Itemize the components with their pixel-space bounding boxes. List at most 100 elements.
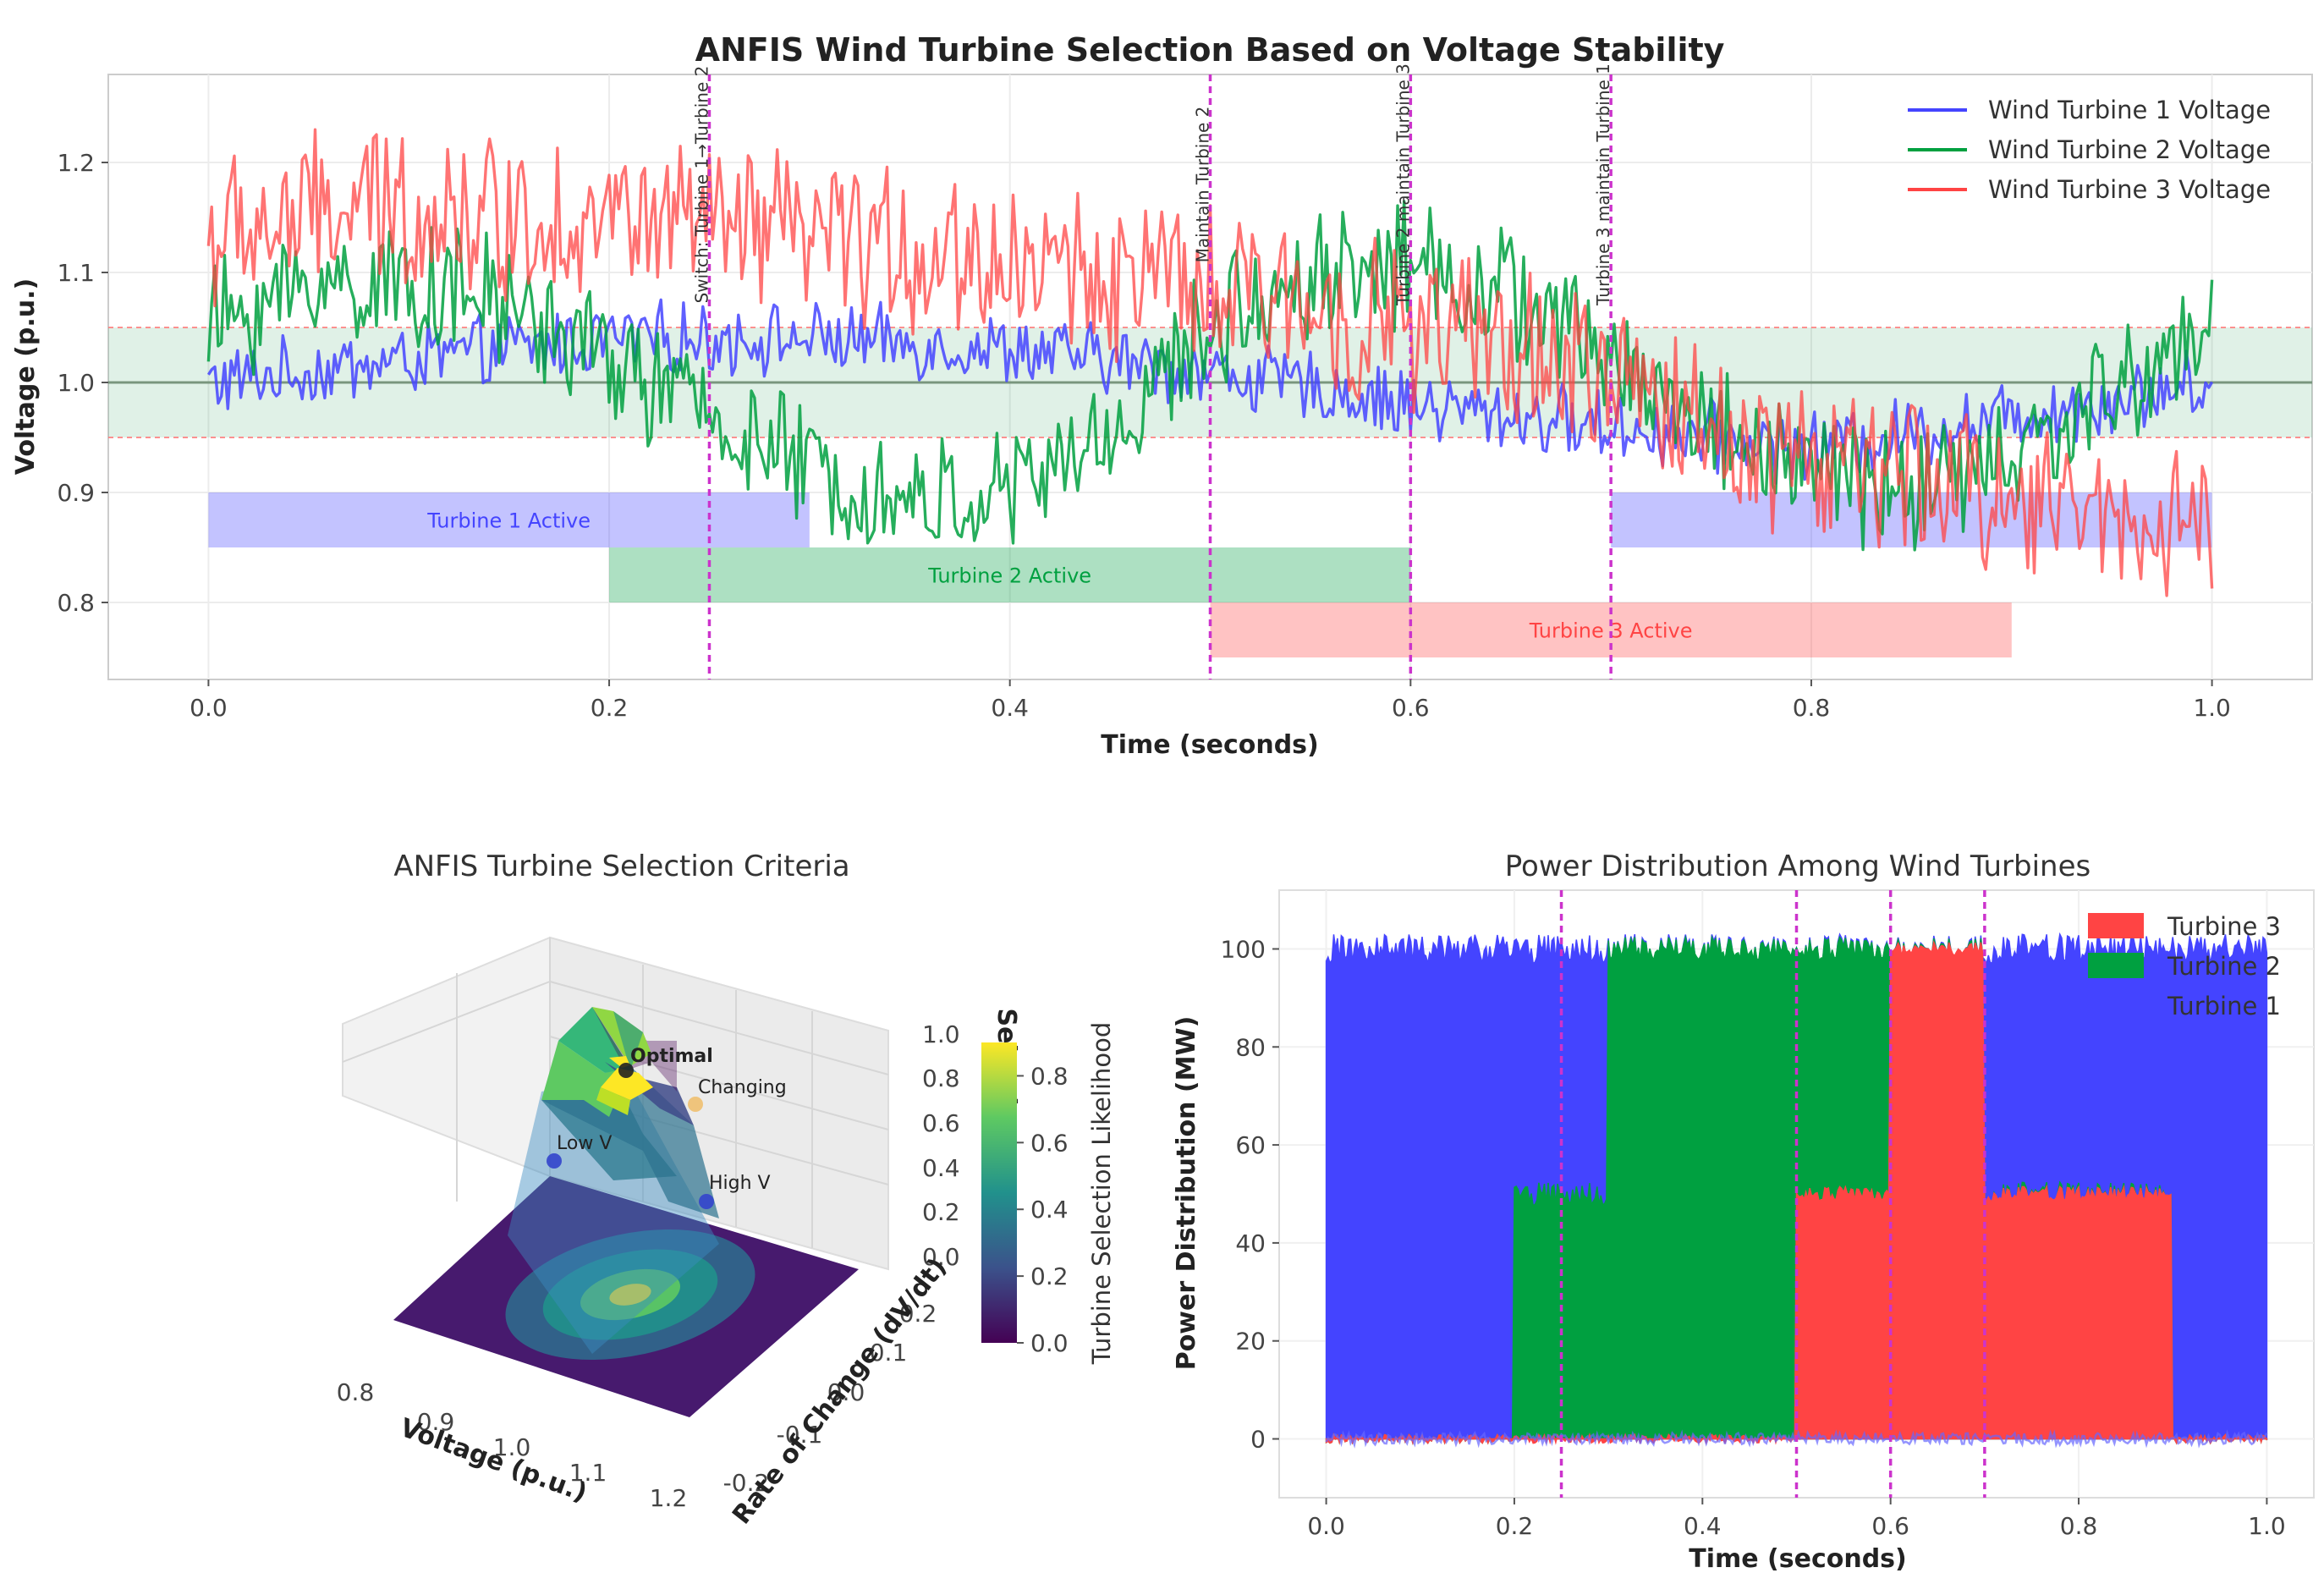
surface-translucent: [508, 1075, 719, 1354]
criteria-point-3: [699, 1194, 714, 1209]
y-tick-label-2: 1.0: [57, 369, 95, 397]
power-switch-lines: [1559, 890, 1986, 1498]
x-tick-label-2: 0.4: [991, 694, 1029, 722]
criteria-point-label-2: Low V: [557, 1133, 612, 1154]
power-y-tick-label-1: 20: [1235, 1328, 1266, 1356]
colorbar-tick-label-1: 0.2: [1030, 1262, 1069, 1290]
rate-3d-tick-4: 0.2: [899, 1300, 937, 1328]
y-tick-label-4: 1.2: [57, 149, 95, 177]
voltage-legend: Wind Turbine 1 Voltage Wind Turbine 2 Vol…: [1908, 96, 2271, 204]
power-area-3: [1325, 940, 2268, 1446]
power-x-tick-label-0: 0.0: [1307, 1512, 1345, 1540]
voltage-x-axis-label: Time (seconds): [1101, 730, 1319, 760]
power-y-tick-label-4: 80: [1235, 1033, 1266, 1061]
criteria-point-1: [688, 1097, 703, 1112]
power-legend: Turbine 3 Turbine 2 Turbine 1: [2088, 912, 2281, 1020]
criteria-point-0: [618, 1063, 634, 1078]
colorbar-tick-label-3: 0.6: [1030, 1129, 1069, 1157]
voltage-y-axis-label: Voltage (p.u.): [11, 278, 41, 475]
power-x-axis-label: Time (seconds): [1689, 1544, 1907, 1574]
power-y-tick-label-0: 0: [1250, 1426, 1266, 1454]
peak-face: [596, 1087, 630, 1115]
surface-grid: [342, 938, 889, 1248]
switch-label-3: Turbine 3 maintain Turbine 1: [1593, 63, 1613, 306]
voltage-3d-tick-4: 1.2: [650, 1484, 688, 1512]
power-y-tick-label-2: 40: [1235, 1229, 1266, 1257]
y-tick-label-3: 1.1: [57, 259, 95, 287]
y-tick-label-0: 0.8: [57, 589, 95, 617]
colorbar-tick-label-0: 0.0: [1030, 1329, 1069, 1357]
power-x-ticks: 0.0 0.2 0.4 0.6 0.8 1.0: [1307, 1498, 2286, 1540]
power-y-axis-label: Power Distribution (MW): [1172, 1016, 1201, 1371]
voltage-3d-ticks: 0.8 0.9 1.0 1.1 1.2: [337, 1378, 688, 1512]
power-x-tick-label-2: 0.4: [1684, 1512, 1722, 1540]
switch-lines: Switch: Turbine 1→Turbine 2 Maintain Turb…: [691, 63, 1613, 679]
power-legend-swatch-2: [2088, 953, 2144, 978]
power-y-tick-label-5: 100: [1221, 935, 1266, 963]
rate-3d-tick-1: -0.1: [777, 1421, 823, 1449]
colorbar: [981, 1042, 1017, 1343]
x-tick-label-3: 0.6: [1392, 694, 1430, 722]
criteria-point-label-0: Optimal: [630, 1046, 713, 1067]
rate-3d-tick-2: 0.0: [827, 1378, 865, 1406]
power-x-tick-label-4: 0.8: [2060, 1512, 2098, 1540]
selection-3d-tick-4: 0.8: [922, 1064, 960, 1092]
surface-peak: [596, 1068, 653, 1115]
power-x-tick-label-3: 0.6: [1871, 1512, 1909, 1540]
power-legend-label-3: Turbine 3: [2167, 912, 2281, 941]
colorbar-tick-label-4: 0.8: [1030, 1062, 1069, 1090]
selection-3d-tick-5: 1.0: [922, 1020, 960, 1048]
x-tick-label-4: 0.8: [1793, 694, 1831, 722]
power-x-tick-label-5: 1.0: [2248, 1512, 2286, 1540]
selection-3d-tick-0: 0.0: [922, 1243, 960, 1271]
legend-label-2: Wind Turbine 2 Voltage: [1988, 135, 2271, 164]
surface-mid-2: [558, 1007, 630, 1073]
rate-3d-tick-0: -0.2: [723, 1469, 770, 1497]
voltage-chart: Turbine 1 Active Turbine 2 Active Turbine …: [11, 31, 2313, 760]
legend-label-1: Wind Turbine 1 Voltage: [1988, 96, 2271, 124]
power-distribution-title: Power Distribution Among Wind Turbines: [1505, 850, 2091, 883]
active-band-label-2: Turbine 2 Active: [927, 564, 1091, 588]
power-legend-label-2: Turbine 2: [2167, 952, 2281, 981]
peak-top: [601, 1068, 653, 1100]
rate-3d-tick-3: 0.1: [870, 1339, 908, 1367]
colorbar-label: Turbine Selection Likelihood: [1087, 1022, 1116, 1366]
switch-label-1: Maintain Turbine 2: [1193, 107, 1213, 263]
criteria-point-label-3: High V: [709, 1173, 771, 1194]
voltage-chart-title: ANFIS Wind Turbine Selection Based on Vo…: [695, 31, 1725, 69]
selection-3d-tick-3: 0.6: [922, 1109, 960, 1137]
contour-peak: [609, 1284, 651, 1306]
selection-3d-tick-2: 0.4: [922, 1154, 960, 1182]
colorbar-ticks: 0.0 0.2 0.4 0.6 0.8: [1017, 1062, 1069, 1357]
surface-upper-2: [613, 1011, 643, 1070]
criteria-points: Optimal Changing Low V High V: [547, 1046, 787, 1209]
active-band-2: [609, 547, 1411, 602]
power-legend-swatch-1: [2088, 993, 2144, 1018]
selection-criteria-title: ANFIS Turbine Selection Criteria: [393, 850, 849, 883]
colorbar-tick-label-2: 0.4: [1030, 1196, 1069, 1224]
switch-label-0: Switch: Turbine 1→Turbine 2: [691, 66, 711, 304]
power-y-ticks: 0 20 40 60 80 100: [1221, 935, 1279, 1454]
surface-side: [541, 1066, 719, 1218]
voltage-x-ticks: 0.0 0.2 0.4 0.6 0.8 1.0: [190, 679, 2231, 722]
voltage-y-ticks: 0.8 0.9 1.0 1.1 1.2: [57, 149, 108, 617]
x-tick-label-5: 1.0: [2193, 694, 2231, 722]
selection-3d-tick-1: 0.2: [922, 1198, 960, 1226]
x-tick-label-0: 0.0: [190, 694, 228, 722]
legend-label-3: Wind Turbine 3 Voltage: [1988, 175, 2271, 204]
voltage-3d-tick-2: 1.0: [493, 1433, 531, 1461]
voltage-3d-tick-3: 1.1: [569, 1459, 607, 1487]
voltage-3d-tick-1: 0.9: [417, 1408, 455, 1436]
criteria-point-label-1: Changing: [698, 1077, 787, 1098]
power-x-tick-label-1: 0.2: [1496, 1512, 1534, 1540]
voltage-3d-tick-0: 0.8: [337, 1378, 375, 1406]
power-legend-swatch-3: [2088, 913, 2144, 938]
criteria-point-2: [547, 1153, 562, 1169]
active-band-label-0: Turbine 1 Active: [426, 509, 591, 533]
power-y-tick-label-3: 60: [1235, 1131, 1266, 1159]
y-tick-label-1: 0.9: [57, 479, 95, 507]
x-tick-label-1: 0.2: [591, 694, 629, 722]
switch-label-2: Turbine 2 maintain Turbine 3: [1393, 63, 1413, 306]
